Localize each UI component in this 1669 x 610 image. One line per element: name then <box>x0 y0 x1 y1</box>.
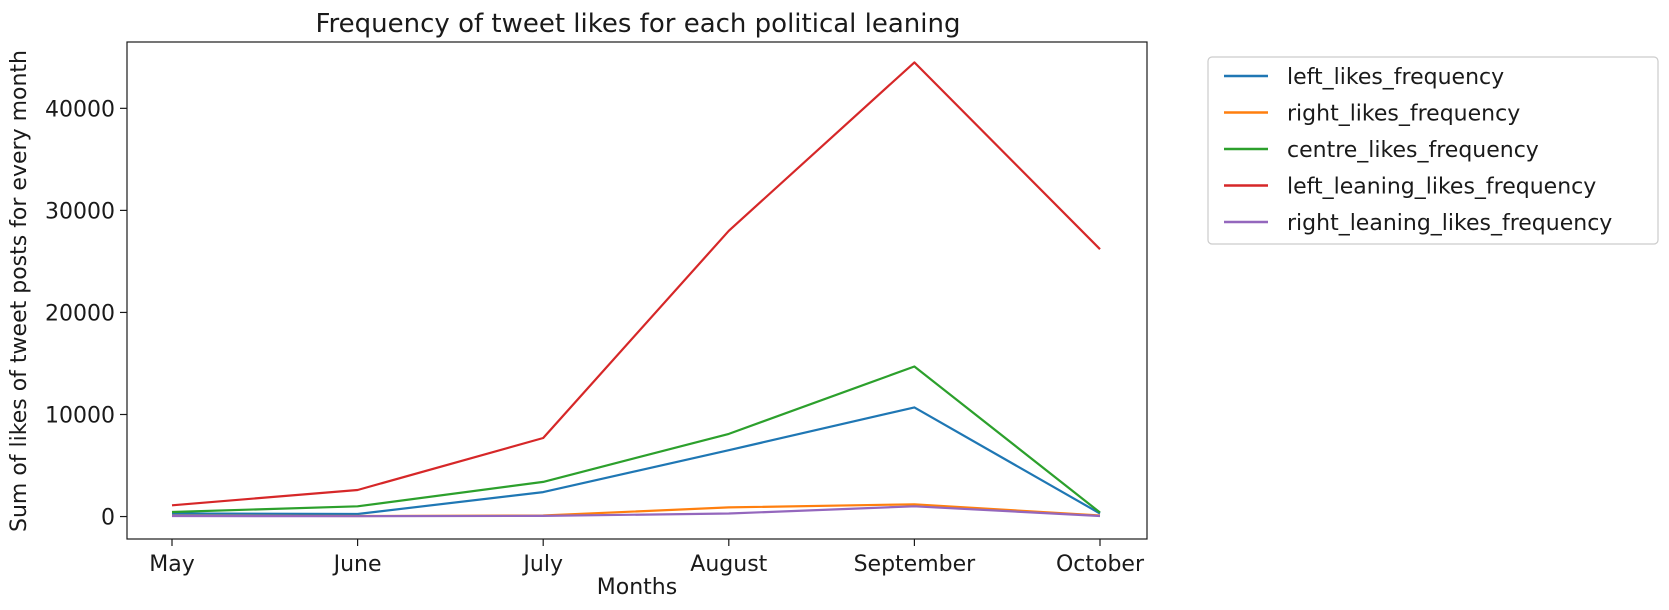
x-axis-ticks: May June July August September October <box>149 539 1145 577</box>
y-tick-label: 10000 <box>45 403 115 428</box>
legend-label: left_leaning_likes_frequency <box>1287 175 1596 200</box>
x-axis-label: Months <box>597 575 677 600</box>
y-axis-label: Sum of likes of tweet posts for every mo… <box>7 50 32 532</box>
y-tick-label: 20000 <box>45 301 115 326</box>
series-line-left-leaning-likes-frequency <box>171 61 1101 507</box>
x-tick-label: October <box>1056 552 1145 577</box>
series-line-right-leaning-likes-frequency <box>171 505 1101 518</box>
plot-frame <box>126 41 1148 540</box>
legend-box <box>1207 56 1659 245</box>
legend-label: left_likes_frequency <box>1287 65 1504 90</box>
y-axis-ticks: 0 10000 20000 30000 40000 <box>45 97 127 531</box>
plot-lines <box>171 61 1101 518</box>
legend-label: centre_likes_frequency <box>1287 138 1539 163</box>
x-tick-label: May <box>149 552 194 577</box>
x-tick-label: September <box>854 552 977 577</box>
x-tick-label: August <box>690 552 767 577</box>
y-tick-label: 40000 <box>45 97 115 122</box>
legend: left_likes_frequency right_likes_frequenc… <box>1207 56 1659 245</box>
y-tick-label: 0 <box>101 506 115 531</box>
x-tick-label: June <box>332 552 382 577</box>
chart-title: Frequency of tweet likes for each politi… <box>315 9 960 39</box>
series-line-left-likes-frequency <box>171 406 1101 516</box>
legend-label: right_likes_frequency <box>1287 102 1520 127</box>
x-tick-label: July <box>521 552 563 577</box>
legend-label: right_leaning_likes_frequency <box>1287 211 1612 236</box>
y-tick-label: 30000 <box>45 199 115 224</box>
series-line-centre-likes-frequency <box>171 365 1101 514</box>
